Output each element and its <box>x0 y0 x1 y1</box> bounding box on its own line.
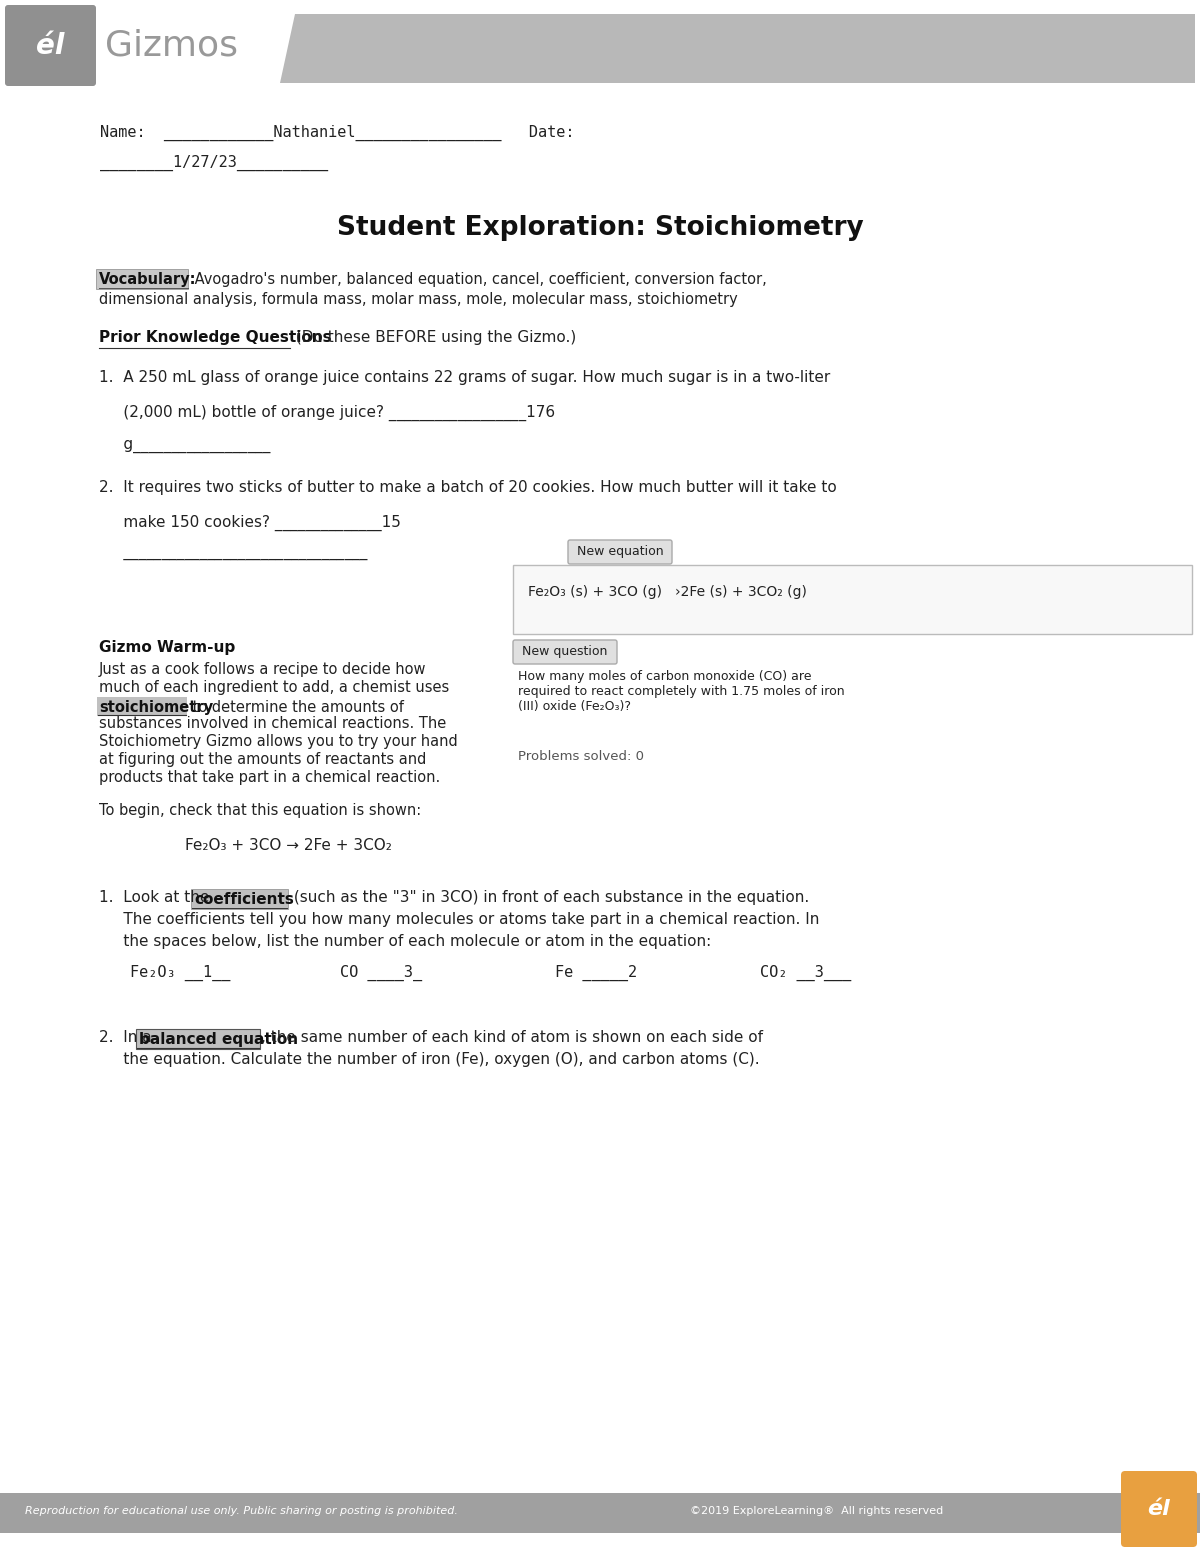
Text: balanced equation: balanced equation <box>139 1033 298 1047</box>
Text: ________1/27/23__________: ________1/27/23__________ <box>100 155 328 171</box>
Text: Gizmos: Gizmos <box>106 28 238 62</box>
FancyBboxPatch shape <box>514 640 617 665</box>
Text: Prior Knowledge Questions: Prior Knowledge Questions <box>98 329 331 345</box>
Text: to determine the amounts of: to determine the amounts of <box>188 700 404 714</box>
Text: Fe₂O₃ (s) + 3CO (g)   ›2Fe (s) + 3CO₂ (g): Fe₂O₃ (s) + 3CO (g) ›2Fe (s) + 3CO₂ (g) <box>528 585 806 599</box>
FancyBboxPatch shape <box>97 697 187 716</box>
Text: stoichiometry: stoichiometry <box>98 700 214 714</box>
Text: Fe₂O₃ __1__: Fe₂O₃ __1__ <box>130 964 230 981</box>
Text: él: él <box>1147 1499 1170 1519</box>
Text: 1.  A 250 mL glass of orange juice contains 22 grams of sugar. How much sugar is: 1. A 250 mL glass of orange juice contai… <box>98 370 830 385</box>
FancyBboxPatch shape <box>1121 1471 1198 1547</box>
Text: CO₂ __3___: CO₂ __3___ <box>760 964 851 981</box>
Text: dimensional analysis, formula mass, molar mass, mole, molecular mass, stoichiome: dimensional analysis, formula mass, mola… <box>98 292 738 307</box>
FancyBboxPatch shape <box>191 888 288 909</box>
Text: the equation. Calculate the number of iron (Fe), oxygen (O), and carbon atoms (C: the equation. Calculate the number of ir… <box>98 1051 760 1067</box>
FancyBboxPatch shape <box>5 5 96 85</box>
Text: New equation: New equation <box>577 545 664 559</box>
Text: (2,000 mL) bottle of orange juice? __________________176: (2,000 mL) bottle of orange juice? _____… <box>98 405 556 421</box>
Text: Fe _____2: Fe _____2 <box>554 964 637 981</box>
Text: ©2019 ExploreLearning®  All rights reserved: ©2019 ExploreLearning® All rights reserv… <box>690 1506 943 1516</box>
Text: 2.  It requires two sticks of butter to make a batch of 20 cookies. How much but: 2. It requires two sticks of butter to m… <box>98 480 836 495</box>
Text: New question: New question <box>522 646 607 658</box>
Text: To begin, check that this equation is shown:: To begin, check that this equation is sh… <box>98 803 421 818</box>
Text: at figuring out the amounts of reactants and: at figuring out the amounts of reactants… <box>98 752 426 767</box>
Text: substances involved in chemical reactions. The: substances involved in chemical reaction… <box>98 716 446 731</box>
Text: How many moles of carbon monoxide (CO) are
required to react completely with 1.7: How many moles of carbon monoxide (CO) a… <box>518 669 845 713</box>
Text: Student Exploration: Stoichiometry: Student Exploration: Stoichiometry <box>337 214 863 241</box>
Text: Reproduction for educational use only. Public sharing or posting is prohibited.: Reproduction for educational use only. P… <box>25 1506 458 1516</box>
Text: 1.  Look at the: 1. Look at the <box>98 890 215 905</box>
Text: much of each ingredient to add, a chemist uses: much of each ingredient to add, a chemis… <box>98 680 449 696</box>
FancyBboxPatch shape <box>96 269 188 289</box>
Text: 2.  In a: 2. In a <box>98 1030 156 1045</box>
Text: CO ____3_: CO ____3_ <box>340 964 422 981</box>
Text: Avogadro's number, balanced equation, cancel, coefficient, conversion factor,: Avogadro's number, balanced equation, ca… <box>190 272 767 287</box>
Text: ________________________________: ________________________________ <box>98 545 367 561</box>
Text: él: él <box>36 31 65 59</box>
FancyBboxPatch shape <box>568 540 672 564</box>
Bar <box>0 1492 1200 1533</box>
Text: (such as the "3" in 3CO) in front of each substance in the equation.: (such as the "3" in 3CO) in front of eac… <box>289 890 809 905</box>
Text: Name:  ____________Nathaniel________________   Date:: Name: ____________Nathaniel_____________… <box>100 124 575 141</box>
Text: Vocabulary:: Vocabulary: <box>98 272 197 287</box>
Text: make 150 cookies? ______________15: make 150 cookies? ______________15 <box>98 516 401 531</box>
Text: the spaces below, list the number of each molecule or atom in the equation:: the spaces below, list the number of eac… <box>98 933 712 949</box>
Text: (Do these BEFORE using the Gizmo.): (Do these BEFORE using the Gizmo.) <box>292 329 576 345</box>
Text: Stoichiometry Gizmo allows you to try your hand: Stoichiometry Gizmo allows you to try yo… <box>98 735 457 749</box>
FancyBboxPatch shape <box>514 565 1192 634</box>
Text: products that take part in a chemical reaction.: products that take part in a chemical re… <box>98 770 440 784</box>
Text: g__________________: g__________________ <box>98 438 270 453</box>
FancyBboxPatch shape <box>136 1030 260 1048</box>
Text: The coefficients tell you how many molecules or atoms take part in a chemical re: The coefficients tell you how many molec… <box>98 912 820 927</box>
Text: Problems solved: 0: Problems solved: 0 <box>518 750 644 763</box>
Text: Just as a cook follows a recipe to decide how: Just as a cook follows a recipe to decid… <box>98 662 426 677</box>
Text: , the same number of each kind of atom is shown on each side of: , the same number of each kind of atom i… <box>262 1030 763 1045</box>
Text: Gizmo Warm-up: Gizmo Warm-up <box>98 640 235 655</box>
Polygon shape <box>280 14 1195 82</box>
Text: Fe₂O₃ + 3CO → 2Fe + 3CO₂: Fe₂O₃ + 3CO → 2Fe + 3CO₂ <box>185 839 392 853</box>
Text: coefficients: coefficients <box>194 891 294 907</box>
